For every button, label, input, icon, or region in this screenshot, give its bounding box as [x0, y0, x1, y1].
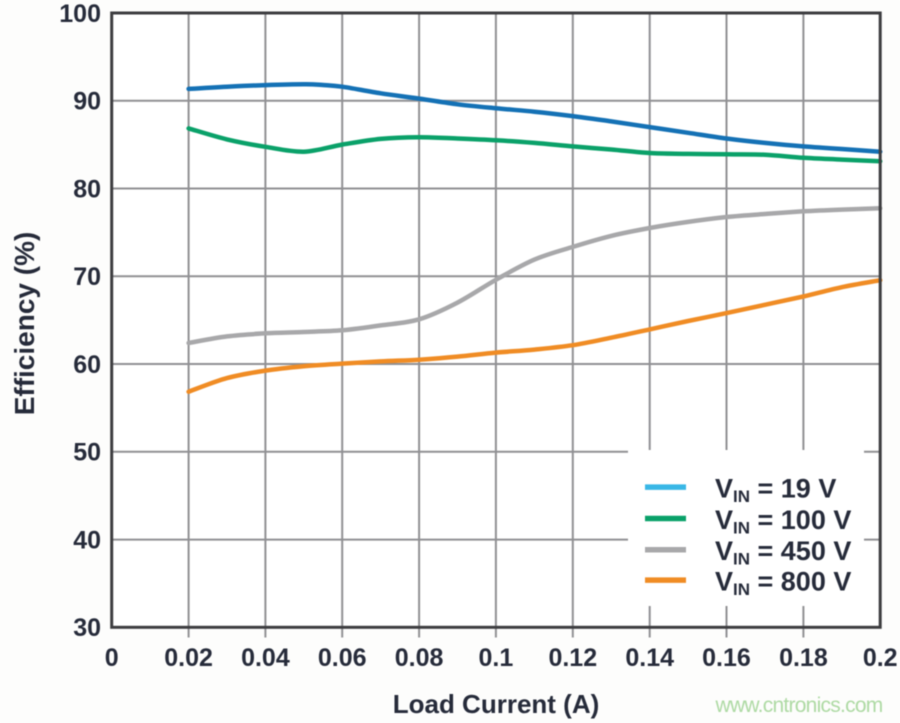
svg-text:0.1: 0.1 — [479, 644, 514, 672]
svg-text:30: 30 — [73, 614, 101, 642]
svg-text:80: 80 — [73, 175, 101, 203]
svg-text:Efficiency (%): Efficiency (%) — [9, 232, 40, 416]
svg-text:50: 50 — [73, 439, 101, 467]
svg-text:0: 0 — [105, 644, 119, 672]
svg-text:0.2: 0.2 — [863, 644, 898, 672]
svg-text:0.16: 0.16 — [702, 644, 751, 672]
svg-text:www.cntronics.com: www.cntronics.com — [715, 694, 883, 717]
svg-text:0.04: 0.04 — [241, 644, 290, 672]
svg-text:VIN = 100 V: VIN = 100 V — [715, 505, 851, 538]
svg-text:100: 100 — [59, 0, 101, 28]
svg-text:0.02: 0.02 — [164, 644, 213, 672]
svg-text:0.06: 0.06 — [318, 644, 367, 672]
svg-text:0.08: 0.08 — [395, 644, 444, 672]
svg-text:40: 40 — [73, 526, 101, 554]
svg-text:VIN = 800 V: VIN = 800 V — [715, 567, 851, 600]
svg-text:70: 70 — [73, 263, 101, 291]
svg-text:90: 90 — [73, 88, 101, 116]
svg-text:0.12: 0.12 — [548, 644, 597, 672]
svg-text:0.14: 0.14 — [625, 644, 674, 672]
svg-text:60: 60 — [73, 351, 101, 379]
svg-text:0.18: 0.18 — [779, 644, 828, 672]
svg-text:Load Current (A): Load Current (A) — [393, 689, 600, 719]
